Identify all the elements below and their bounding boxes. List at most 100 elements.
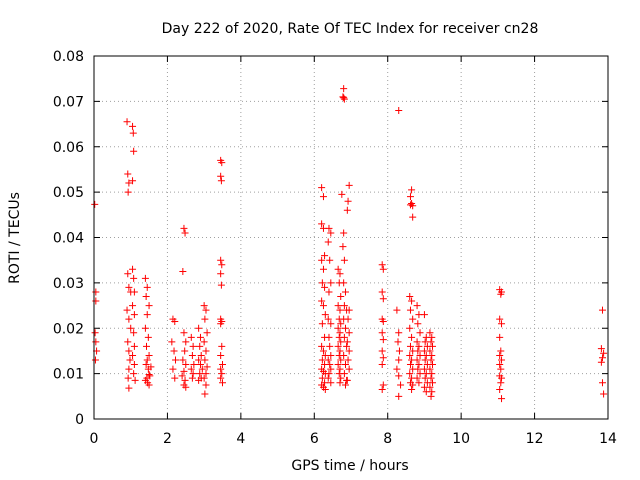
- data-point: [345, 347, 353, 355]
- data-point: [188, 351, 196, 359]
- data-point: [197, 351, 205, 359]
- y-tick-label: 0.05: [53, 185, 84, 201]
- data-point: [217, 270, 225, 278]
- data-point: [415, 342, 423, 350]
- data-point: [413, 302, 421, 310]
- data-point: [600, 390, 608, 398]
- data-point: [406, 324, 414, 332]
- data-point: [319, 265, 327, 273]
- data-point: [427, 356, 435, 364]
- data-point: [413, 338, 421, 346]
- data-point: [187, 365, 195, 373]
- data-point: [340, 85, 348, 93]
- data-point: [202, 370, 210, 378]
- data-point: [129, 302, 137, 310]
- data-point: [321, 386, 329, 394]
- data-point: [326, 256, 334, 264]
- data-point: [123, 306, 131, 314]
- data-point: [318, 342, 326, 350]
- data-point: [408, 297, 416, 305]
- data-point: [428, 370, 436, 378]
- data-point: [415, 379, 423, 387]
- data-point: [497, 347, 505, 355]
- data-point: [218, 261, 226, 269]
- data-point: [426, 347, 434, 355]
- data-point: [406, 306, 414, 314]
- data-point: [336, 347, 344, 355]
- data-point: [406, 193, 414, 201]
- data-point: [125, 283, 133, 291]
- data-point: [318, 279, 326, 287]
- data-point: [341, 381, 349, 389]
- data-point: [340, 229, 348, 237]
- data-point: [379, 354, 387, 362]
- data-point: [91, 356, 99, 364]
- y-axis-label: ROTI / TECUs: [7, 192, 23, 284]
- data-point: [497, 290, 505, 298]
- data-point: [341, 288, 349, 296]
- data-point: [217, 374, 225, 382]
- data-point: [597, 345, 605, 353]
- data-point: [496, 361, 504, 369]
- data-point: [408, 386, 416, 394]
- data-point: [498, 395, 506, 403]
- y-tick-label: 0.07: [53, 94, 84, 110]
- data-point: [318, 374, 326, 382]
- data-point: [379, 295, 387, 303]
- data-point: [200, 374, 208, 382]
- data-point: [597, 358, 605, 366]
- data-point: [124, 170, 132, 178]
- data-point: [427, 338, 435, 346]
- data-point: [189, 370, 197, 378]
- data-point: [196, 342, 204, 350]
- data-point: [327, 320, 335, 328]
- data-point: [318, 220, 326, 228]
- data-point: [327, 351, 335, 359]
- data-point: [202, 306, 210, 314]
- data-point: [327, 379, 335, 387]
- data-point: [145, 302, 153, 310]
- data-point: [379, 265, 387, 273]
- data-point: [321, 283, 329, 291]
- data-point: [340, 302, 348, 310]
- data-point: [395, 392, 403, 400]
- data-point: [345, 181, 353, 189]
- data-point: [125, 347, 133, 355]
- data-point: [336, 306, 344, 314]
- data-point: [125, 384, 133, 392]
- data-point: [378, 347, 386, 355]
- data-point: [428, 333, 436, 341]
- data-point: [130, 370, 138, 378]
- data-point: [379, 317, 387, 325]
- data-point: [414, 320, 422, 328]
- data-point: [143, 356, 151, 364]
- y-tick-label: 0.03: [53, 276, 84, 292]
- data-point: [326, 342, 334, 350]
- data-point: [130, 147, 138, 155]
- data-point: [496, 351, 504, 359]
- y-tick-label: 0.02: [53, 321, 84, 337]
- chart-title: Day 222 of 2020, Rate Of TEC Index for r…: [162, 21, 539, 37]
- data-point: [201, 390, 209, 398]
- data-point: [218, 370, 226, 378]
- data-point: [337, 356, 345, 364]
- data-point: [339, 243, 347, 251]
- data-point: [126, 356, 134, 364]
- data-point: [217, 320, 225, 328]
- data-point: [141, 274, 149, 282]
- data-point: [336, 365, 344, 373]
- data-point: [427, 374, 435, 382]
- data-point: [421, 356, 429, 364]
- data-point: [125, 365, 133, 373]
- x-tick-label: 10: [452, 431, 470, 447]
- data-point: [600, 349, 608, 357]
- data-point: [189, 342, 197, 350]
- data-point: [340, 95, 348, 103]
- data-point: [195, 324, 203, 332]
- data-point: [394, 338, 402, 346]
- data-point: [129, 265, 137, 273]
- data-point: [395, 106, 403, 114]
- data-point: [145, 371, 153, 379]
- y-tick-label: 0.08: [53, 49, 84, 65]
